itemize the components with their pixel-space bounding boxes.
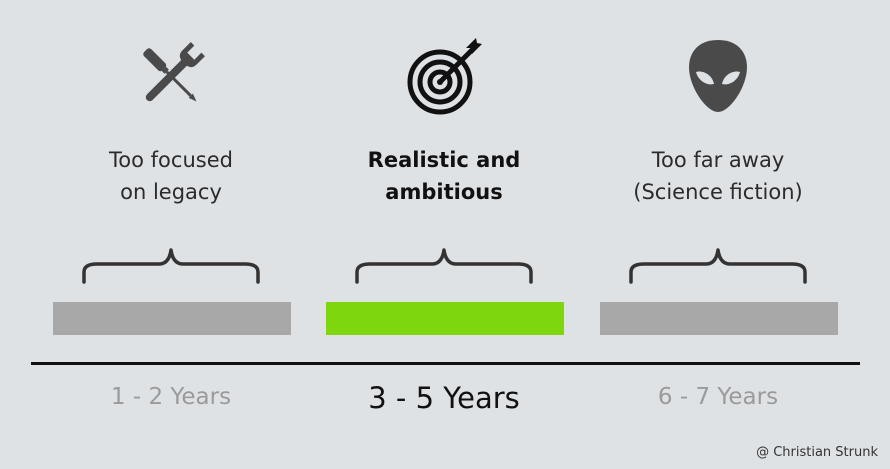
years-label: 1 - 2 Years — [110, 384, 232, 410]
column-label: Too far away (Science fiction) — [598, 144, 838, 208]
alien-head-icon — [678, 36, 758, 116]
column-label-line-2: on legacy — [120, 180, 222, 204]
curly-brace-icon — [81, 246, 261, 284]
years-label: 6 - 7 Years — [657, 384, 779, 410]
column-science-fiction: Too far away (Science fiction) 6 - 7 Yea… — [598, 0, 838, 469]
column-label: Realistic and ambitious — [324, 144, 564, 208]
curly-brace-icon — [628, 246, 808, 284]
column-label-line-1: Too far away — [651, 148, 785, 172]
curly-brace-icon — [354, 246, 534, 284]
timeframe-bar — [600, 302, 838, 335]
years-label: 3 - 5 Years — [368, 381, 520, 415]
timeframe-bar — [53, 302, 291, 335]
target-arrow-icon — [404, 36, 484, 116]
column-label-line-2: (Science fiction) — [633, 180, 803, 204]
timeline-axis — [31, 362, 860, 365]
column-legacy: Too focused on legacy 1 - 2 Years — [51, 0, 291, 469]
credit-text: @ Christian Strunk — [756, 445, 878, 460]
wrench-screwdriver-icon — [131, 36, 211, 116]
column-label-line-1: Realistic and — [367, 148, 521, 172]
column-label-line-1: Too focused — [109, 148, 233, 172]
timeframe-bar — [326, 302, 564, 335]
column-realistic: Realistic and ambitious 3 - 5 Years — [324, 0, 564, 469]
column-label-line-2: ambitious — [385, 180, 503, 204]
column-label: Too focused on legacy — [51, 144, 291, 208]
